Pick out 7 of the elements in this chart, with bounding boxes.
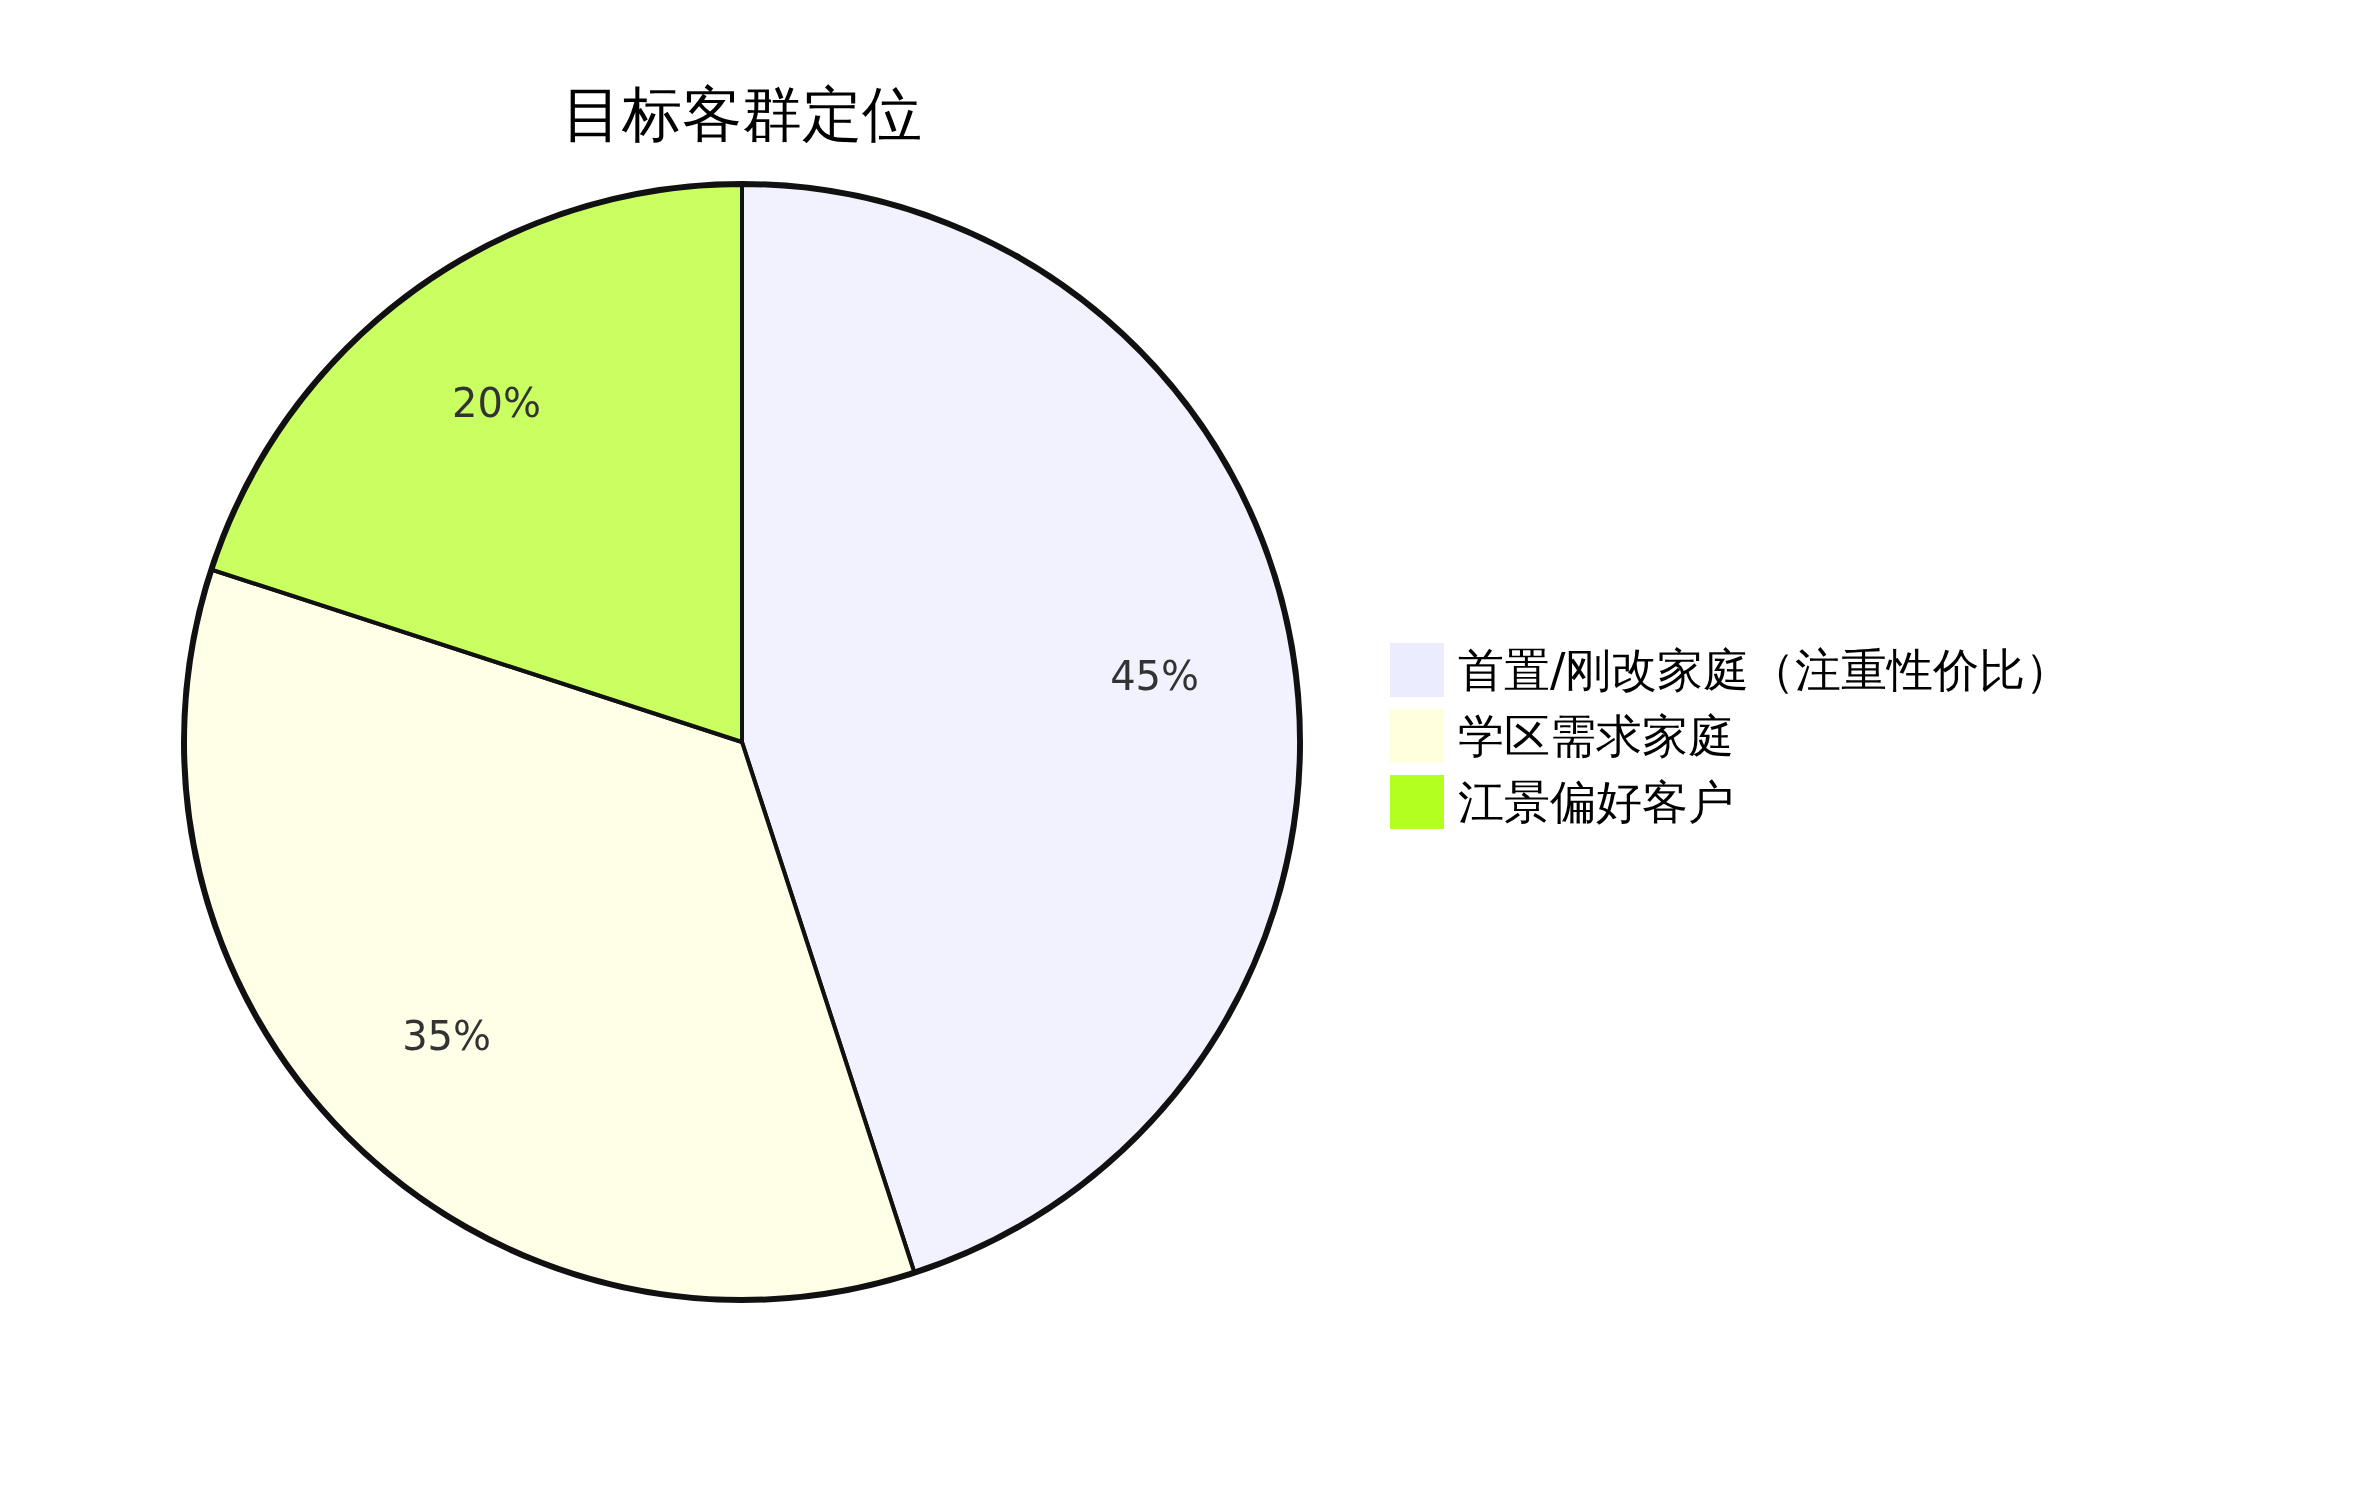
data-label: 35% xyxy=(402,1013,492,1060)
data-label: 20% xyxy=(452,380,541,427)
legend-label: 江景偏好客户 xyxy=(1458,775,1734,829)
data-label: 45% xyxy=(1110,652,1200,699)
chart-title: 目标客群定位 xyxy=(562,79,922,149)
legend-label: 学区需求家庭 xyxy=(1458,709,1734,763)
legend-label: 首置/刚改家庭（注重性价比） xyxy=(1458,643,2072,697)
